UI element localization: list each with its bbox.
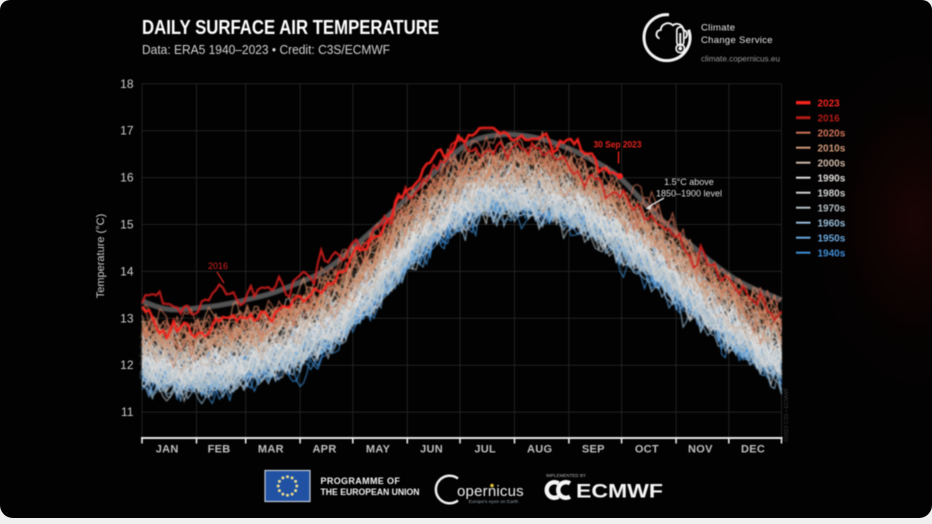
svg-text:2016: 2016 <box>818 114 841 125</box>
svg-text:climate.copernicus.eu: climate.copernicus.eu <box>701 55 780 64</box>
svg-text:opernicus: opernicus <box>457 483 524 500</box>
svg-text:Temperature (°C): Temperature (°C) <box>95 214 107 298</box>
svg-text:JAN: JAN <box>156 444 179 456</box>
svg-text:2020s: 2020s <box>818 129 846 140</box>
svg-text:FEB: FEB <box>208 444 231 456</box>
svg-text:Climate: Climate <box>701 23 735 34</box>
svg-text:SEP: SEP <box>582 444 605 456</box>
svg-text:Europe's eyes on Earth: Europe's eyes on Earth <box>469 499 519 505</box>
svg-text:17: 17 <box>120 124 134 138</box>
svg-text:IMPLEMENTED BY: IMPLEMENTED BY <box>546 473 587 479</box>
svg-text:PROGRAMME OF: PROGRAMME OF <box>321 476 401 486</box>
svg-text:AUG: AUG <box>527 444 552 456</box>
svg-text:12: 12 <box>120 358 134 372</box>
svg-text:2010s: 2010s <box>818 144 846 155</box>
svg-text:30 Sep 2023: 30 Sep 2023 <box>594 140 642 150</box>
svg-text:JUN: JUN <box>420 444 443 456</box>
svg-text:1.5°C above: 1.5°C above <box>664 177 714 187</box>
svg-text:2000s: 2000s <box>818 159 846 170</box>
svg-text:Change Service: Change Service <box>701 35 773 46</box>
svg-text:Data: ERA5 1940–2023 • Credit:: Data: ERA5 1940–2023 • Credit: C3S/ECMWF <box>142 42 390 57</box>
svg-text:1990s: 1990s <box>818 174 846 185</box>
svg-text:DEC: DEC <box>741 444 765 456</box>
svg-text:1970s: 1970s <box>818 204 846 215</box>
svg-text:15: 15 <box>120 218 134 232</box>
svg-text:DAILY SURFACE AIR TEMPERATURE: DAILY SURFACE AIR TEMPERATURE <box>142 17 439 39</box>
svg-text:1960s: 1960s <box>818 219 846 230</box>
svg-text:2016: 2016 <box>208 261 228 271</box>
svg-text:11: 11 <box>121 405 134 419</box>
svg-text:NOV: NOV <box>688 444 713 456</box>
svg-text:JUL: JUL <box>474 444 496 456</box>
svg-text:1980s: 1980s <box>818 189 846 200</box>
svg-text:APR: APR <box>312 444 336 456</box>
svg-text:1850–1900 level: 1850–1900 level <box>656 189 722 199</box>
svg-text:MAR: MAR <box>258 444 284 456</box>
svg-text:14: 14 <box>120 264 134 278</box>
svg-text:13: 13 <box>120 311 134 325</box>
svg-text:18: 18 <box>120 77 134 91</box>
svg-text:2023: 2023 <box>818 99 841 110</box>
svg-text:ECMWF: ECMWF <box>576 482 663 503</box>
svg-text:THE EUROPEAN UNION: THE EUROPEAN UNION <box>321 487 420 497</box>
svg-text:OCT: OCT <box>635 444 659 456</box>
svg-text:1940s: 1940s <box>818 249 846 260</box>
svg-text:MAY: MAY <box>366 444 391 456</box>
svg-text:©2023 C3S • ECMWF: ©2023 C3S • ECMWF <box>783 387 790 442</box>
svg-text:1950s: 1950s <box>818 234 846 245</box>
svg-text:16: 16 <box>120 171 134 185</box>
